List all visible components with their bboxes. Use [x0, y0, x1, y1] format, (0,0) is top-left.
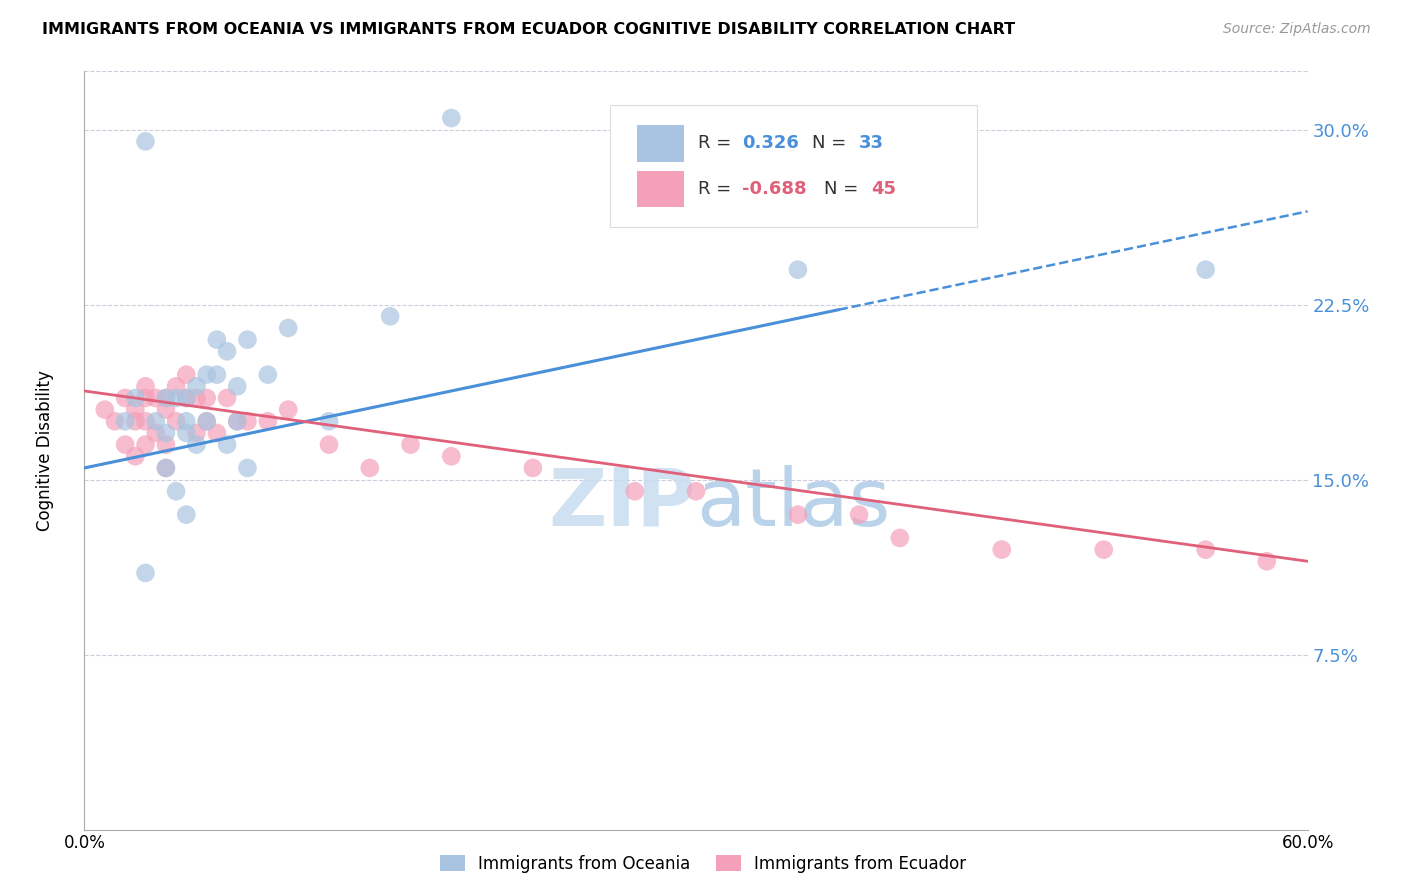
Point — [135, 414, 157, 428]
Point — [236, 461, 259, 475]
Point — [155, 391, 177, 405]
Point — [155, 437, 177, 451]
Text: IMMIGRANTS FROM OCEANIA VS IMMIGRANTS FROM ECUADOR COGNITIVE DISABILITY CORRELAT: IMMIGRANTS FROM OCEANIA VS IMMIGRANTS FR… — [42, 22, 1015, 37]
Point — [226, 414, 249, 428]
Point — [135, 391, 157, 405]
Point — [174, 414, 197, 428]
Point — [318, 437, 340, 451]
Point — [145, 425, 167, 440]
Point — [114, 437, 136, 451]
Point — [1195, 542, 1218, 557]
Point — [165, 414, 187, 428]
Point — [787, 262, 810, 277]
Text: R =: R = — [699, 180, 737, 198]
Point — [991, 542, 1014, 557]
Point — [195, 414, 218, 428]
Text: -0.688: -0.688 — [742, 180, 807, 198]
Point — [165, 379, 187, 393]
Text: R =: R = — [699, 135, 737, 153]
Point — [155, 461, 177, 475]
FancyBboxPatch shape — [610, 105, 977, 227]
Point — [889, 531, 911, 545]
Point — [195, 414, 218, 428]
Point — [685, 484, 707, 499]
Point — [114, 414, 136, 428]
Point — [440, 111, 463, 125]
Point — [155, 402, 177, 417]
Point — [124, 402, 146, 417]
Bar — [637, 170, 683, 207]
Point — [399, 437, 422, 451]
Text: N =: N = — [824, 180, 865, 198]
Point — [174, 368, 197, 382]
Point — [93, 402, 115, 417]
Point — [186, 425, 208, 440]
Text: atlas: atlas — [696, 465, 890, 542]
Y-axis label: Cognitive Disability: Cognitive Disability — [35, 370, 53, 531]
Point — [195, 368, 218, 382]
Point — [217, 344, 239, 359]
Point — [848, 508, 870, 522]
Point — [186, 437, 208, 451]
Point — [787, 508, 810, 522]
Point — [195, 391, 218, 405]
Legend: Immigrants from Oceania, Immigrants from Ecuador: Immigrants from Oceania, Immigrants from… — [433, 848, 973, 880]
Point — [186, 391, 208, 405]
Text: ZIP: ZIP — [548, 465, 696, 542]
Point — [124, 391, 146, 405]
Point — [236, 414, 259, 428]
Point — [174, 391, 197, 405]
Point — [236, 333, 259, 347]
Point — [145, 391, 167, 405]
Point — [1195, 262, 1218, 277]
Point — [186, 379, 208, 393]
Point — [145, 414, 167, 428]
Point — [257, 368, 280, 382]
Text: 45: 45 — [870, 180, 896, 198]
Point — [205, 333, 228, 347]
Point — [205, 425, 228, 440]
Point — [277, 321, 299, 335]
Point — [1256, 554, 1278, 568]
Text: Source: ZipAtlas.com: Source: ZipAtlas.com — [1223, 22, 1371, 37]
Point — [124, 414, 146, 428]
Point — [135, 379, 157, 393]
Point — [440, 450, 463, 464]
Point — [124, 450, 146, 464]
Point — [226, 379, 249, 393]
Point — [135, 437, 157, 451]
Point — [226, 414, 249, 428]
Point — [155, 461, 177, 475]
Bar — [637, 125, 683, 161]
Point — [135, 134, 157, 148]
Point — [174, 391, 197, 405]
Point — [522, 461, 544, 475]
Point — [155, 391, 177, 405]
Point — [165, 484, 187, 499]
Point — [277, 402, 299, 417]
Point — [318, 414, 340, 428]
Point — [257, 414, 280, 428]
Point — [114, 391, 136, 405]
Point — [174, 425, 197, 440]
Point — [135, 566, 157, 580]
Text: 33: 33 — [859, 135, 883, 153]
Point — [624, 484, 647, 499]
Point — [217, 437, 239, 451]
Point — [205, 368, 228, 382]
Text: N =: N = — [813, 135, 852, 153]
Point — [155, 425, 177, 440]
Point — [217, 391, 239, 405]
Text: 0.326: 0.326 — [742, 135, 800, 153]
Point — [165, 391, 187, 405]
Point — [1092, 542, 1115, 557]
Point — [104, 414, 127, 428]
Point — [380, 310, 402, 324]
Point — [359, 461, 381, 475]
Point — [174, 508, 197, 522]
